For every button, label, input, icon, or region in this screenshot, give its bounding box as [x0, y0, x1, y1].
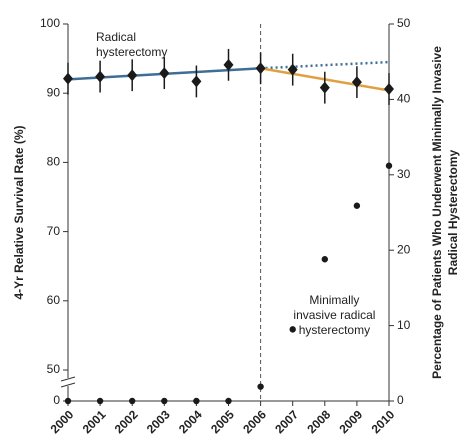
trend-line — [260, 60, 390, 70]
y-tick-label: 80 — [47, 155, 61, 169]
diamond-marker — [255, 62, 266, 75]
y-tick-label: 70 — [47, 224, 61, 238]
x-tick-label: 2002 — [112, 407, 141, 436]
dot-marker — [289, 326, 296, 333]
annotation: invasive radical — [293, 308, 375, 322]
x-tick-label: 2010 — [369, 407, 398, 436]
x-tick-label: 2004 — [176, 407, 205, 436]
diamond-marker — [63, 72, 73, 85]
diamond-marker — [223, 58, 234, 71]
diamond-marker — [287, 63, 298, 76]
y2-tick-label: 10 — [397, 318, 411, 332]
diamond-marker — [351, 76, 362, 89]
dot-marker — [385, 162, 393, 169]
x-tick-label: 2003 — [144, 407, 173, 436]
y-tick-label: 50 — [47, 362, 61, 376]
x-tick-label: 2006 — [240, 407, 269, 436]
diamond-marker — [159, 67, 170, 80]
x-tick-label: 2005 — [208, 407, 237, 436]
diamond-marker — [191, 75, 202, 88]
y2-tick-label: 30 — [397, 167, 411, 181]
y-tick-label: 90 — [47, 85, 61, 99]
annotation: Minimally — [309, 293, 359, 307]
dot-marker — [129, 397, 136, 405]
y2-axis-title: Percentage of Patients Who Underwent Min… — [430, 46, 444, 379]
annotation: hysterectomy — [299, 323, 370, 337]
diamond-marker — [127, 69, 138, 82]
y-tick-label: 0 — [53, 393, 60, 407]
x-tick-label: 2009 — [336, 407, 365, 436]
diamond-marker — [384, 83, 394, 96]
y2-tick-label: 50 — [397, 16, 411, 30]
y-tick-label: 100 — [40, 16, 60, 30]
axis-break-gap — [62, 378, 74, 386]
y2-tick-label: 20 — [397, 242, 411, 256]
x-tick-label: 2001 — [80, 407, 109, 436]
axis-break — [60, 376, 76, 382]
diamond-marker — [95, 70, 106, 83]
dot-marker — [225, 397, 232, 405]
diamond-marker — [319, 81, 330, 94]
y2-axis-title: Radical Hysterectomy — [446, 149, 460, 275]
dot-marker — [64, 397, 72, 405]
annotation: Radical — [96, 30, 136, 44]
dot-marker — [161, 397, 168, 405]
annotation: hysterectomy — [96, 45, 167, 59]
dot-marker — [193, 397, 200, 405]
dot-marker — [353, 202, 361, 209]
axis-break — [60, 382, 76, 388]
y-axis-title: 4-Yr Relative Survival Rate (%) — [12, 125, 26, 299]
dot-marker — [96, 397, 104, 405]
x-tick-label: 2008 — [304, 407, 333, 436]
y2-tick-label: 40 — [397, 92, 411, 106]
y2-tick-label: 0 — [397, 393, 404, 407]
dot-marker — [257, 383, 264, 390]
x-tick-label: 2007 — [272, 407, 301, 436]
dot-marker — [321, 256, 328, 263]
y-tick-label: 60 — [47, 293, 61, 307]
x-tick-label: 2000 — [48, 407, 77, 436]
